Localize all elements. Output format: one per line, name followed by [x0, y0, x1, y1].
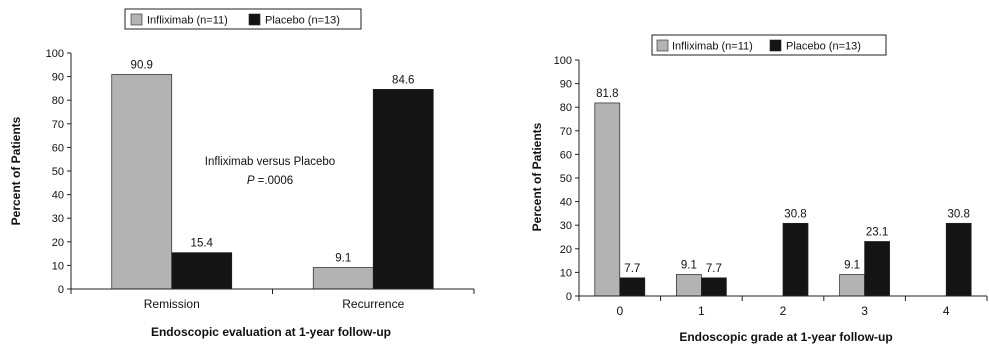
chart2-data-label-infliximab: 9.1 — [681, 260, 697, 272]
chart2-x-axis-title: Endoscopic grade at 1-year follow-up — [679, 330, 892, 344]
chart2-y-tick-label: 20 — [560, 244, 572, 256]
chart2-data-label-placebo: 7.7 — [706, 263, 722, 275]
chart1-y-tick-label: 30 — [52, 213, 64, 225]
chart1-data-label-placebo: 15.4 — [191, 238, 214, 250]
chart1-x-axis-title: Endoscopic evaluation at 1-year follow-u… — [151, 325, 391, 339]
chart1-category-label: Remission — [144, 297, 200, 311]
chart2-data-label-placebo: 30.8 — [784, 208, 806, 220]
chart2-bars: 81.8 7.7 9.1 7.7 30.8 9.1 23.1 30.8 — [594, 88, 972, 297]
chart1-bar-infliximab — [111, 74, 173, 290]
chart2-category-label: 2 — [780, 304, 787, 318]
chart1-bars: 90.9 15.4 9.1 84.6 — [111, 59, 434, 290]
chart1-annotation-pvalue: P =.0006 — [247, 175, 293, 187]
chart1-y-axis-title: Percent of Patients — [9, 116, 23, 225]
chart1-legend-label-infliximab: Infliximab (n=11) — [147, 15, 228, 27]
chart2-y-axis: 0 10 20 30 40 50 60 70 80 90 100 — [554, 55, 580, 303]
chart2-bar-placebo — [619, 277, 646, 297]
chart2-y-tick-label: 100 — [554, 55, 572, 67]
chart2-bar-placebo — [864, 241, 890, 297]
chart1-y-tick-label: 50 — [52, 166, 64, 178]
chart1-bar-infliximab — [312, 267, 374, 290]
chart2-y-tick-label: 0 — [566, 291, 572, 303]
chart2-legend-label-placebo: Placebo (n=13) — [786, 41, 861, 53]
chart1-y-tick-label: 20 — [52, 237, 64, 249]
chart2-y-tick-label: 30 — [560, 220, 572, 232]
chart1-data-label-infliximab: 90.9 — [131, 59, 153, 71]
chart2-data-label-placebo: 30.8 — [948, 208, 970, 220]
chart2-y-tick-label: 50 — [560, 173, 572, 185]
chart-endoscopic-evaluation: Infliximab (n=11) Placebo (n=13) 0 10 20 30… — [9, 8, 475, 339]
chart2-y-tick-label: 90 — [560, 79, 572, 91]
chart2-bar-infliximab — [839, 274, 865, 297]
chart1-data-label-placebo: 84.6 — [392, 74, 414, 86]
chart2-data-label-infliximab: 81.8 — [596, 88, 618, 100]
chart1-legend-label-placebo: Placebo (n=13) — [265, 15, 340, 27]
chart1-y-tick-label: 40 — [52, 190, 64, 202]
chart2-legend-swatch-infliximab — [656, 39, 669, 52]
chart-endoscopic-grade: Infliximab (n=11) Placebo (n=13) 0102030… — [530, 34, 988, 344]
chart2-y-tick-label: 40 — [560, 197, 572, 209]
chart2-legend-label-infliximab: Infliximab (n=11) — [672, 41, 753, 53]
chart1-y-tick-label: 90 — [52, 72, 64, 84]
chart2-category-label: 1 — [698, 304, 705, 318]
chart2-y-tick-label: 70 — [560, 126, 572, 138]
chart2-data-label-infliximab: 9.1 — [844, 260, 860, 272]
chart1-legend-swatch-infliximab — [130, 13, 143, 26]
chart2-legend: Infliximab (n=11) Placebo (n=13) — [651, 34, 887, 56]
chart2-legend-box — [651, 34, 887, 56]
chart2-data-label-placebo: 7.7 — [624, 263, 640, 275]
chart2-y-tick-label: 80 — [560, 102, 572, 114]
chart2-bar-placebo — [782, 222, 809, 297]
chart1-y-tick-label: 0 — [58, 284, 64, 296]
chart2-bar-placebo — [701, 277, 727, 297]
chart1-annotation-comparison: Infliximab versus Placebo — [205, 156, 335, 168]
chart1-y-tick-label: 100 — [46, 48, 64, 60]
chart2-legend-swatch-placebo — [769, 39, 782, 52]
chart1-legend-swatch-placebo — [248, 13, 261, 26]
chart1-bar-placebo — [171, 252, 233, 290]
chart1-data-label-infliximab: 9.1 — [335, 253, 351, 265]
chart1-x-axis: Remission Recurrence — [70, 288, 475, 311]
chart1-annotation-p: P — [247, 175, 255, 187]
chart1-y-tick-label: 60 — [52, 142, 64, 154]
chart2-bar-infliximab — [676, 274, 702, 297]
chart1-y-axis: 0 10 20 30 40 50 60 70 80 90 100 — [46, 48, 72, 296]
chart2-data-label-placebo: 23.1 — [866, 226, 888, 238]
chart1-category-label: Recurrence — [342, 297, 404, 311]
chart1-y-tick-label: 80 — [52, 95, 64, 107]
chart2-bar-placebo — [945, 222, 972, 297]
chart2-x-axis: 0 1 2 3 4 — [578, 295, 988, 318]
chart2-category-label: 4 — [943, 304, 950, 318]
chart2-bar-infliximab — [594, 102, 621, 297]
chart1-y-tick-label: 10 — [52, 260, 64, 272]
chart2-y-tick-label: 60 — [560, 149, 572, 161]
chart1-y-tick-label: 70 — [52, 119, 64, 131]
chart2-y-tick-label: 10 — [560, 267, 572, 279]
chart2-y-axis-title: Percent of Patients — [530, 122, 544, 231]
chart1-bar-placebo — [372, 88, 434, 290]
chart1-legend-box — [124, 8, 362, 30]
chart1-annotation-p-value: =.0006 — [254, 175, 293, 187]
chart1-legend: Infliximab (n=11) Placebo (n=13) — [124, 8, 362, 30]
chart2-category-label: 3 — [861, 304, 868, 318]
chart2-category-label: 0 — [616, 304, 623, 318]
